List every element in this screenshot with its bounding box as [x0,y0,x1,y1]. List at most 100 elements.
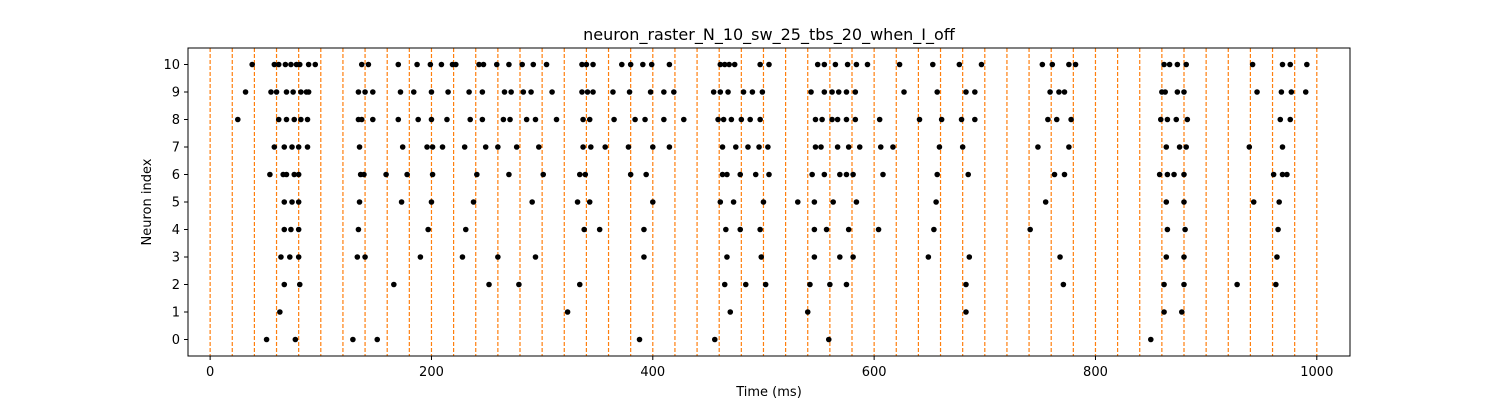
spike-point [549,89,555,95]
spike-point [890,144,896,150]
spike-point [852,89,859,95]
spike-point [1163,254,1170,260]
spike-point [370,116,376,123]
spike-point [429,144,436,150]
spike-point [737,226,744,233]
spike-point [850,171,856,178]
spike-point [283,116,290,123]
spike-point [641,254,647,260]
x-tick-label: 1000 [1300,365,1333,380]
spike-point [429,171,436,178]
spike-point [1174,61,1181,68]
spike-point [680,116,687,123]
spike-point [523,116,530,123]
spike-point [972,89,978,95]
spike-point [576,281,583,288]
y-tick-label: 6 [172,168,180,183]
spike-point [843,281,850,288]
spike-point [304,116,311,123]
x-tick-label: 0 [206,365,214,380]
spike-point [726,61,732,68]
spike-point [580,144,586,150]
spike-point [1156,171,1163,178]
spike-point [1182,226,1188,233]
spike-point [398,199,405,205]
spike-point [721,61,728,68]
spike-point [956,61,963,68]
spike-point [925,254,932,260]
spike-point [1284,171,1290,178]
spike-point [765,144,771,150]
spike-point [762,281,769,288]
spike-point [811,226,818,233]
spike-point [1279,144,1286,150]
spike-point [837,254,843,260]
spike-point [731,61,738,68]
spike-point [295,226,302,233]
spike-point [584,89,591,95]
spike-point [516,281,522,288]
spike-point [823,226,830,233]
spike-point [808,89,814,95]
spike-point [844,61,851,68]
spike-point [590,61,596,68]
spike-point [583,61,590,68]
spike-point [428,89,435,95]
spike-point [1157,116,1164,123]
spike-point [1304,61,1310,68]
spike-point [724,254,730,260]
x-tick-label: 400 [640,365,665,380]
spike-point [757,116,763,123]
x-ticks: 0 200 400 600 800 1000 [206,356,1333,380]
spike-point [1039,61,1046,68]
spike-point [627,171,634,178]
spike-point [415,116,421,123]
spike-point [1279,61,1286,68]
y-tick-label: 1 [172,306,180,321]
spike-point [479,89,486,95]
spike-point [963,309,969,315]
spike-point [358,61,365,68]
spike-point [843,89,850,95]
spike-point [723,226,729,233]
spike-point [466,89,472,95]
spike-point [625,144,632,150]
spike-point [459,254,466,260]
spike-point [1183,61,1190,68]
spike-point [493,61,500,68]
spike-point [268,89,274,95]
spike-point [627,61,634,68]
spike-point [856,144,863,150]
spike-point [711,336,718,343]
spike-point [513,144,520,150]
spike-point [476,61,482,68]
spike-point [288,61,294,68]
spike-point [275,116,282,123]
y-tick-label: 0 [172,333,180,348]
spike-point [506,61,512,68]
spike-point [877,144,884,150]
spike-point [1027,226,1033,233]
spike-point [425,226,431,233]
spike-point [486,281,492,288]
spike-point [864,61,871,68]
spike-point [632,116,638,123]
spike-point [1176,144,1183,150]
spike-point [759,89,766,95]
x-tick-label: 600 [862,365,887,380]
spike-point [291,171,298,178]
spike-point [479,116,486,123]
spike-point [730,199,737,205]
spike-point [719,171,726,178]
spike-point [395,61,402,68]
spike-point [404,171,410,178]
spike-point [812,144,819,150]
spike-point [747,116,753,123]
spike-point [611,116,617,123]
spike-point [835,89,842,95]
spike-point [470,199,477,205]
spike-point [757,226,763,233]
spike-point [929,61,936,68]
spike-point [579,89,585,95]
